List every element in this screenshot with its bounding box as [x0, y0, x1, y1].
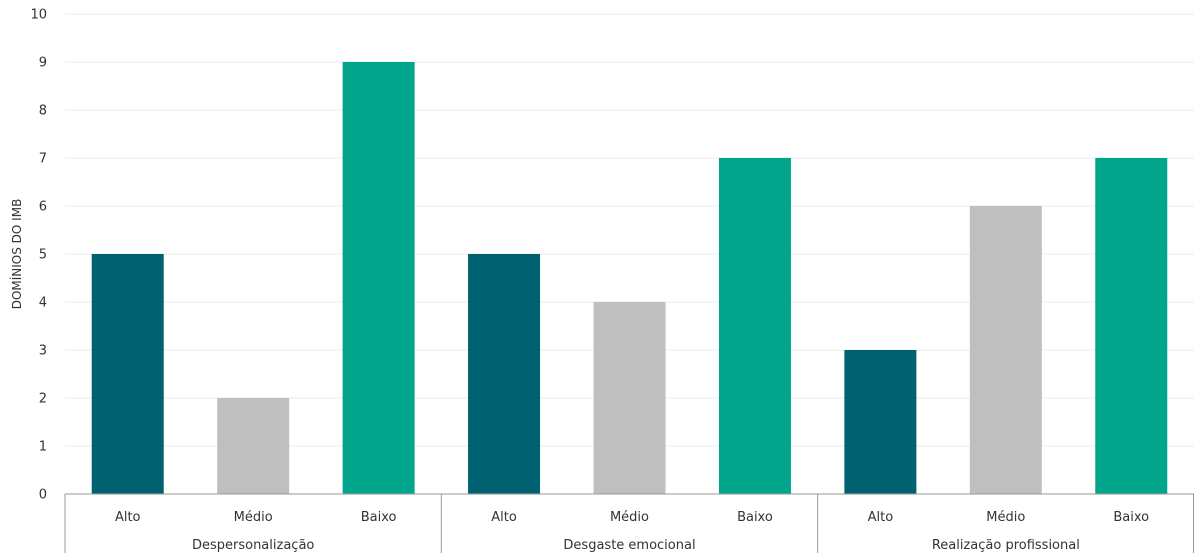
bar-alto-group-1 [91, 254, 164, 494]
bar-medio-group-3 [969, 206, 1042, 494]
bar-baixo-group-1 [342, 62, 415, 494]
x-group-label: Despersonalização [192, 538, 314, 553]
bar-alto-group-2 [468, 254, 541, 494]
x-category-label: Médio [234, 510, 273, 525]
y-tick-label: 1 [39, 440, 47, 455]
bar-medio-group-1 [217, 398, 290, 494]
bar-medio-group-2 [593, 302, 666, 494]
x-category-label: Baixo [361, 510, 397, 525]
y-tick-label: 4 [39, 296, 47, 311]
bar-alto-group-3 [844, 350, 917, 494]
bar-baixo-group-2 [718, 158, 791, 494]
y-tick-label: 2 [39, 392, 47, 407]
y-tick-label: 8 [39, 104, 47, 119]
x-category-label: Médio [986, 510, 1025, 525]
axes-layer: 0 1 2 3 4 5 6 7 8 9 10 Alto Médio Baixo Despersonaliza… [30, 8, 1194, 553]
x-group-label: Realização profissional [932, 538, 1080, 553]
y-tick-label: 6 [39, 200, 47, 215]
x-category-label: Alto [115, 510, 141, 525]
y-tick-label: 5 [39, 248, 47, 263]
y-tick-label: 9 [39, 56, 47, 71]
x-category-label: Alto [868, 510, 894, 525]
x-category-label: Baixo [737, 510, 773, 525]
bar-baixo-group-3 [1095, 158, 1168, 494]
y-tick-label: 7 [39, 152, 47, 167]
y-tick-label: 3 [39, 344, 47, 359]
y-axis-title: DOMÍNIOS DO IMB [9, 199, 24, 310]
x-category-label: Alto [491, 510, 517, 525]
y-tick-label: 0 [39, 488, 47, 503]
x-group-label: Desgaste emocional [563, 538, 695, 553]
bars-layer [91, 62, 1168, 494]
x-category-label: Baixo [1113, 510, 1149, 525]
x-category-label: Médio [610, 510, 649, 525]
y-tick-label: 10 [30, 8, 47, 23]
